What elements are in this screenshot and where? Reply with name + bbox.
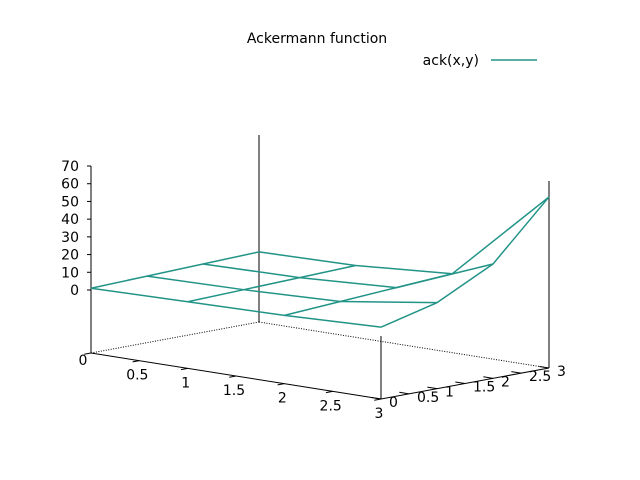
y-tick-label: 1 <box>445 385 454 401</box>
surface-line-y3 <box>258 196 550 275</box>
y-tick-label: 2 <box>501 374 510 390</box>
z-tick-label: 60 <box>61 177 79 193</box>
x-tick <box>132 360 140 363</box>
floor-left-edge <box>90 321 260 354</box>
y-tick <box>483 376 494 379</box>
y-tick-label: 0 <box>389 395 398 411</box>
x-tick-label: 1.5 <box>223 383 245 399</box>
x-tick <box>84 352 92 355</box>
y-tick <box>399 391 410 395</box>
z-tick-label: 10 <box>61 265 79 281</box>
surface-line-y1 <box>146 275 438 304</box>
x-tick-label: 0 <box>79 353 88 369</box>
y-tick <box>511 371 522 374</box>
x-tick-label: 3 <box>375 406 384 422</box>
z-tick-label: 30 <box>61 230 79 246</box>
y-tick-label: 0.5 <box>417 390 439 406</box>
surface-line-x3 <box>380 196 550 328</box>
x-tick <box>325 390 333 394</box>
x-tick <box>277 383 285 386</box>
legend: ack(x,y) <box>423 53 537 69</box>
z-tick-label: 0 <box>70 283 79 299</box>
x-tick <box>229 375 237 378</box>
y-tick-label: 2.5 <box>529 369 551 385</box>
surface-line-x1 <box>187 264 356 303</box>
z-tick-label: 20 <box>61 248 79 264</box>
y-tick <box>455 381 466 384</box>
z-tick-label: 40 <box>61 212 79 228</box>
y-tick <box>371 396 382 400</box>
surface-line-x2 <box>284 272 453 317</box>
y-tick <box>539 365 550 369</box>
x-tick-label: 1 <box>181 375 190 391</box>
surface-line-y0 <box>90 287 382 328</box>
legend-label: ack(x,y) <box>423 53 479 69</box>
x-tick-label: 2.5 <box>320 398 342 414</box>
surface-line-x0 <box>90 251 260 289</box>
x-tick-label: 0.5 <box>126 368 148 384</box>
z-tick-label: 50 <box>61 194 79 210</box>
x-tick <box>180 367 188 371</box>
z-tick-label: 70 <box>61 159 79 175</box>
x-tick-label: 2 <box>278 391 287 407</box>
y-tick-label: 3 <box>557 364 566 380</box>
surface-mesh <box>90 196 550 328</box>
floor-back-edge <box>258 321 550 369</box>
chart-title: Ackermann function <box>247 31 387 47</box>
y-tick-label: 1.5 <box>473 380 495 396</box>
y-tick <box>427 386 438 390</box>
